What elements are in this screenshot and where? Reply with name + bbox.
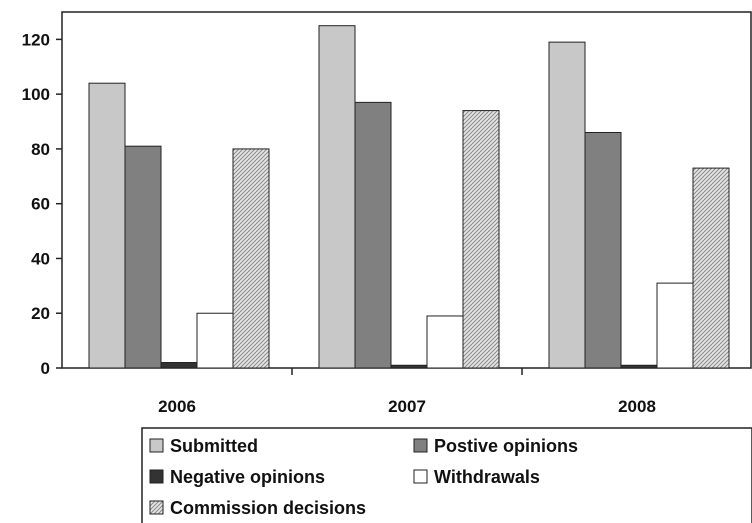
legend-swatch: [413, 469, 428, 484]
bar-negative-opinions-2006: [160, 362, 198, 369]
legend-swatch: [149, 438, 164, 453]
x-tick-label: 2006: [158, 397, 196, 416]
bar-commission-decisions-2006: [232, 148, 270, 369]
bar-submitted-2006: [88, 82, 126, 369]
plot-frame: [61, 11, 752, 369]
bar-postive-opinions-2006: [124, 145, 162, 369]
y-tick-label: 0: [41, 359, 50, 378]
bar-commission-decisions-2008: [692, 167, 730, 369]
y-tick-label: 120: [22, 30, 50, 49]
y-tick-label: 60: [31, 195, 50, 214]
legend-box: [141, 427, 752, 523]
legend-label: Commission decisions: [170, 498, 366, 518]
legend-label: Submitted: [170, 436, 258, 456]
bar-withdrawals-2007: [426, 315, 464, 369]
bar-submitted-2008: [548, 41, 586, 369]
y-tick-label: 20: [31, 304, 50, 323]
legend-label: Postive opinions: [434, 436, 578, 456]
legend-label: Withdrawals: [434, 467, 540, 487]
legend-swatch: [149, 469, 164, 484]
legend-label: Negative opinions: [170, 467, 325, 487]
y-tick-label: 80: [31, 140, 50, 159]
y-tick-label: 40: [31, 249, 50, 268]
bar-negative-opinions-2007: [390, 364, 428, 369]
y-tick-label: 100: [22, 85, 50, 104]
bar-postive-opinions-2008: [584, 131, 622, 369]
bar-submitted-2007: [318, 25, 356, 369]
bar-commission-decisions-2007: [462, 110, 500, 369]
bar-negative-opinions-2008: [620, 364, 658, 369]
x-tick-label: 2008: [618, 397, 656, 416]
chart-legend: Submitted Postive opinions Negative opinio…: [141, 427, 752, 523]
bar-withdrawals-2006: [196, 312, 234, 369]
bar-postive-opinions-2007: [354, 101, 392, 369]
legend-swatch: [413, 438, 428, 453]
plot-area: 0 20 40 60 80 100 120 2006 2007 2008: [22, 11, 752, 416]
x-tick-label: 2007: [388, 397, 426, 416]
bar-withdrawals-2008: [656, 282, 694, 369]
legend-swatch: [149, 500, 164, 515]
